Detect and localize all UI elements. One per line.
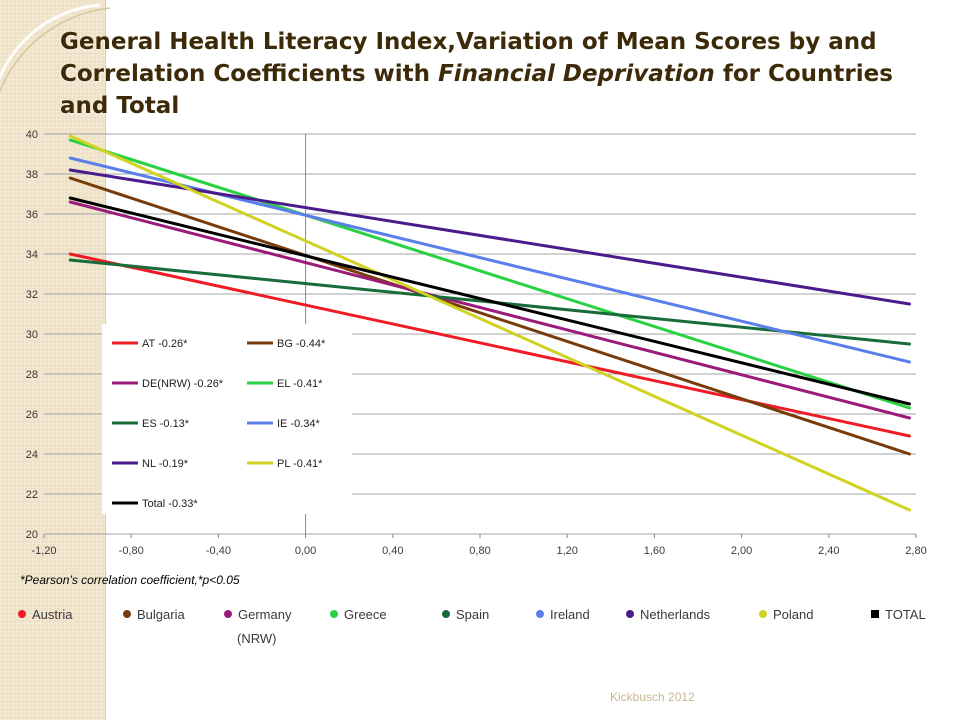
legend-label: NL -0.19* [142, 458, 189, 470]
legend-label: Total -0.33* [142, 498, 198, 510]
country-legend-marker [626, 610, 634, 618]
x-tick-label: 2,40 [818, 545, 839, 557]
x-tick-label: -1,20 [31, 545, 56, 557]
country-legend-label: TOTAL [885, 607, 926, 622]
y-tick-label: 32 [26, 289, 38, 301]
country-legend-marker [759, 610, 767, 618]
x-tick-label: -0,40 [206, 545, 231, 557]
series-line [68, 200, 911, 420]
x-tick-label: 2,80 [905, 545, 926, 557]
series-line [68, 134, 911, 512]
footnote: *Pearson’s correlation coefficient,*p<0.… [20, 573, 240, 587]
y-tick-label: 34 [26, 249, 38, 261]
title-part2: for Countries and Total [60, 61, 893, 119]
country-legend-item: Spain [442, 607, 489, 622]
country-legend-marker [536, 610, 544, 618]
x-tick-label: 1,60 [644, 545, 665, 557]
country-legend-item: Poland [759, 607, 813, 622]
series-line [68, 252, 911, 438]
country-legend-label: Bulgaria [137, 607, 185, 622]
country-legend-marker [442, 610, 450, 618]
y-tick-label: 36 [26, 209, 38, 221]
page-title: General Health Literacy Index,Variation … [60, 26, 940, 122]
y-tick-label: 22 [26, 489, 38, 501]
legend-label: IE -0.34* [277, 418, 321, 430]
title-part1: General Health Literacy Index,Variation … [60, 29, 877, 87]
legend-label: PL -0.41* [277, 458, 323, 470]
decorative-arcs [0, 3, 111, 93]
country-legend-item: TOTAL [871, 607, 926, 622]
legend-label: BG -0.44* [277, 338, 326, 350]
series-legend: AT -0.26* BG -0.44* DE(NRW) -0.26* EL -0.41… [102, 324, 352, 514]
decorative-sidebar [0, 0, 106, 720]
series-line [68, 196, 911, 406]
country-legend-item: Bulgaria [123, 607, 185, 622]
y-tick-label: 30 [26, 329, 38, 341]
series-line [68, 138, 911, 410]
y-tick-label: 38 [26, 169, 38, 181]
title-emphasis: Financial Deprivation [438, 61, 715, 87]
x-tick-label: -0,80 [119, 545, 144, 557]
country-legend-marker [330, 610, 338, 618]
credit: Kickbusch 2012 [610, 690, 695, 704]
legend-label: ES -0.13* [142, 418, 190, 430]
x-tick-label: 0,80 [469, 545, 490, 557]
country-legend-marker [224, 610, 232, 618]
country-legend-item: Greece [330, 607, 387, 622]
country-legend-label: Spain [456, 607, 490, 622]
y-tick-label: 24 [26, 449, 38, 461]
legend-box [102, 324, 352, 514]
y-tick-label: 20 [26, 529, 38, 541]
legend-label: EL -0.41* [277, 378, 323, 390]
country-legend-item: Netherlands [626, 607, 710, 622]
series-line [68, 176, 911, 456]
country-legend-item: Austria [18, 607, 72, 622]
country-legend-label: Poland [773, 607, 814, 622]
x-tick-label: 1,20 [556, 545, 577, 557]
country-legend-marker [18, 610, 26, 618]
axis-layer: 20 22 24 26 28 30 32 34 36 38 40 -1,20 -0,80 -0,40 0,0… [26, 129, 927, 557]
y-tick-label: 40 [26, 129, 38, 141]
country-legend-label: Ireland [550, 607, 590, 622]
legend-label: DE(NRW) -0.26* [142, 378, 224, 390]
country-legend-label: Germany [238, 607, 292, 622]
series-line [68, 168, 911, 306]
x-tick-label: 2,00 [731, 545, 752, 557]
country-legend-marker [871, 610, 879, 618]
country-legend-item: Ireland [536, 607, 590, 622]
country-legend-item: Germany [224, 607, 291, 622]
x-tick-label: 0,00 [295, 545, 316, 557]
country-legend-label: Austria [32, 607, 73, 622]
country-legend-sub: (NRW) [237, 631, 277, 646]
x-tick-label: 0,40 [382, 545, 403, 557]
country-legend-label: Netherlands [640, 607, 711, 622]
legend-label: AT -0.26* [142, 338, 188, 350]
y-tick-label: 26 [26, 409, 38, 421]
country-legend: Austria Bulgaria Germany Greece Spain Ireland… [18, 607, 948, 657]
y-tick-label: 28 [26, 369, 38, 381]
series-layer [68, 134, 911, 512]
country-legend-label: Greece [344, 607, 387, 622]
country-legend-marker [123, 610, 131, 618]
